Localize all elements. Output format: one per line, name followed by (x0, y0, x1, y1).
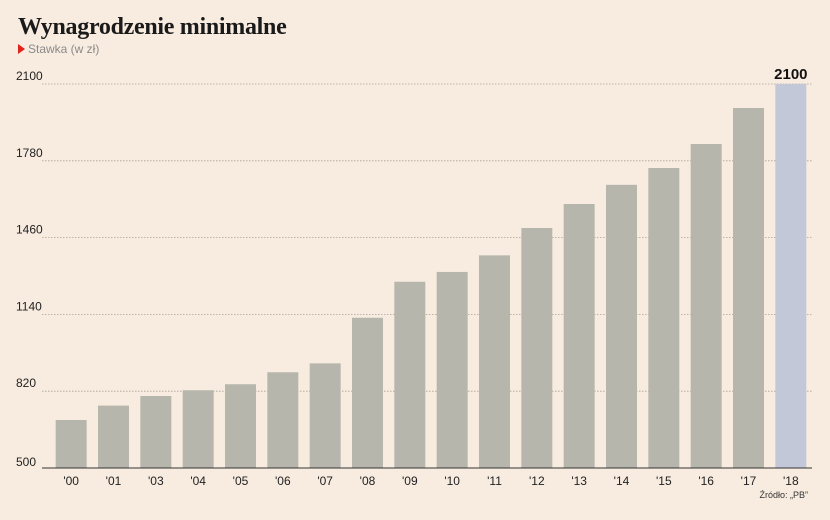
x-tick-label: '16 (698, 474, 714, 488)
triangle-marker-icon (18, 44, 25, 54)
x-tick-label: '04 (190, 474, 206, 488)
bar (479, 255, 510, 468)
x-tick-label: '09 (402, 474, 418, 488)
bar (309, 363, 341, 468)
x-tick-label: '12 (529, 474, 545, 488)
bar (352, 317, 383, 468)
x-tick-label: '05 (233, 474, 249, 488)
bar (182, 390, 214, 468)
source-note: Źródło: „PB” (759, 490, 808, 500)
x-tick-label: '18 (783, 474, 799, 488)
y-tick-label: 500 (16, 455, 36, 469)
bar (733, 108, 764, 468)
x-tick-label: '00 (63, 474, 79, 488)
x-tick-label: '15 (656, 474, 672, 488)
bar (690, 144, 722, 468)
subtitle-label: Stawka (w zł) (28, 42, 100, 56)
bar (521, 228, 553, 468)
x-tick-label: '13 (571, 474, 587, 488)
bar (225, 384, 256, 468)
bar (55, 420, 87, 468)
bar (98, 405, 129, 468)
bar (606, 184, 637, 469)
bar (394, 281, 426, 468)
x-tick-label: '10 (444, 474, 460, 488)
y-tick-label: 1460 (16, 223, 43, 237)
chart-title: Wynagrodzenie minimalne (18, 14, 287, 40)
bar (648, 168, 680, 468)
x-tick-label: '11 (487, 474, 502, 488)
bar (140, 396, 172, 468)
chart-subtitle: Stawka (w zł) (18, 42, 99, 56)
x-tick-label: '14 (614, 474, 630, 488)
y-tick-label: 2100 (16, 69, 43, 83)
bar (436, 271, 468, 468)
y-tick-label: 1780 (16, 146, 43, 160)
x-tick-label: '03 (148, 474, 164, 488)
y-tick-label: 1140 (16, 299, 42, 313)
x-tick-label: '17 (741, 474, 757, 488)
bar (563, 204, 595, 468)
x-tick-label: '07 (317, 474, 333, 488)
x-tick-label: '06 (275, 474, 291, 488)
y-tick-label: 820 (16, 376, 36, 390)
bar (267, 372, 299, 468)
data-label: 2100 (774, 66, 807, 83)
x-tick-label: '01 (106, 474, 122, 488)
highlight-bar (775, 84, 807, 468)
x-tick-label: '08 (360, 474, 376, 488)
